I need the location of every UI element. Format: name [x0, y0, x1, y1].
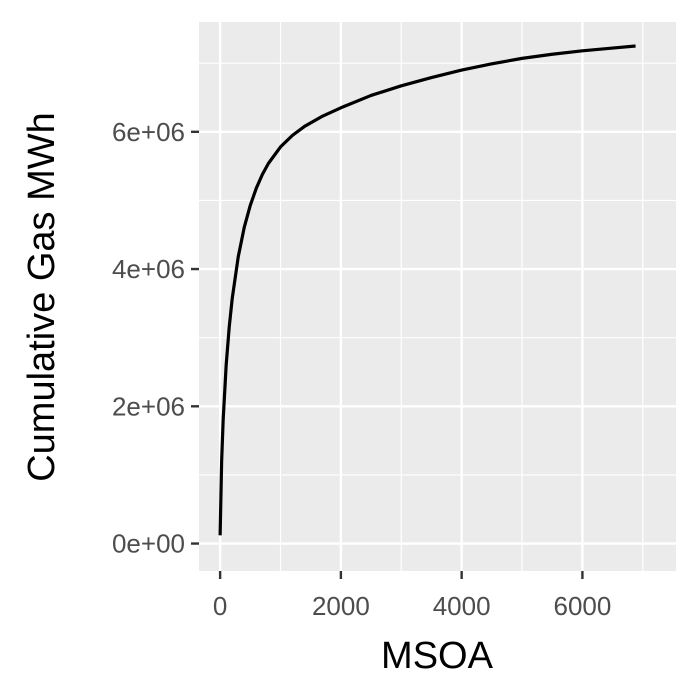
- y-tick-label: 0e+00: [112, 529, 185, 559]
- x-tick-label: 4000: [433, 591, 491, 621]
- x-tick-label: 0: [213, 591, 227, 621]
- x-tick-labels: 0 2000 4000 6000: [213, 591, 611, 621]
- major-gridlines: [199, 22, 676, 571]
- x-tick-label: 2000: [312, 591, 370, 621]
- x-axis-title: MSOA: [381, 635, 494, 677]
- series-line: [218, 44, 636, 536]
- y-axis-title: Cumulative Gas MWh: [21, 112, 63, 482]
- series-layer: [218, 44, 636, 536]
- y-tick-label: 4e+06: [112, 254, 185, 284]
- y-tick-labels: 0e+00 2e+06 4e+06 6e+06: [112, 117, 185, 559]
- x-tick-label: 6000: [553, 591, 611, 621]
- y-tick-label: 6e+06: [112, 117, 185, 147]
- minor-gridlines: [199, 22, 676, 571]
- axis-ticks: [191, 130, 584, 579]
- y-tick-label: 2e+06: [112, 391, 185, 421]
- plot-panel: [199, 22, 676, 571]
